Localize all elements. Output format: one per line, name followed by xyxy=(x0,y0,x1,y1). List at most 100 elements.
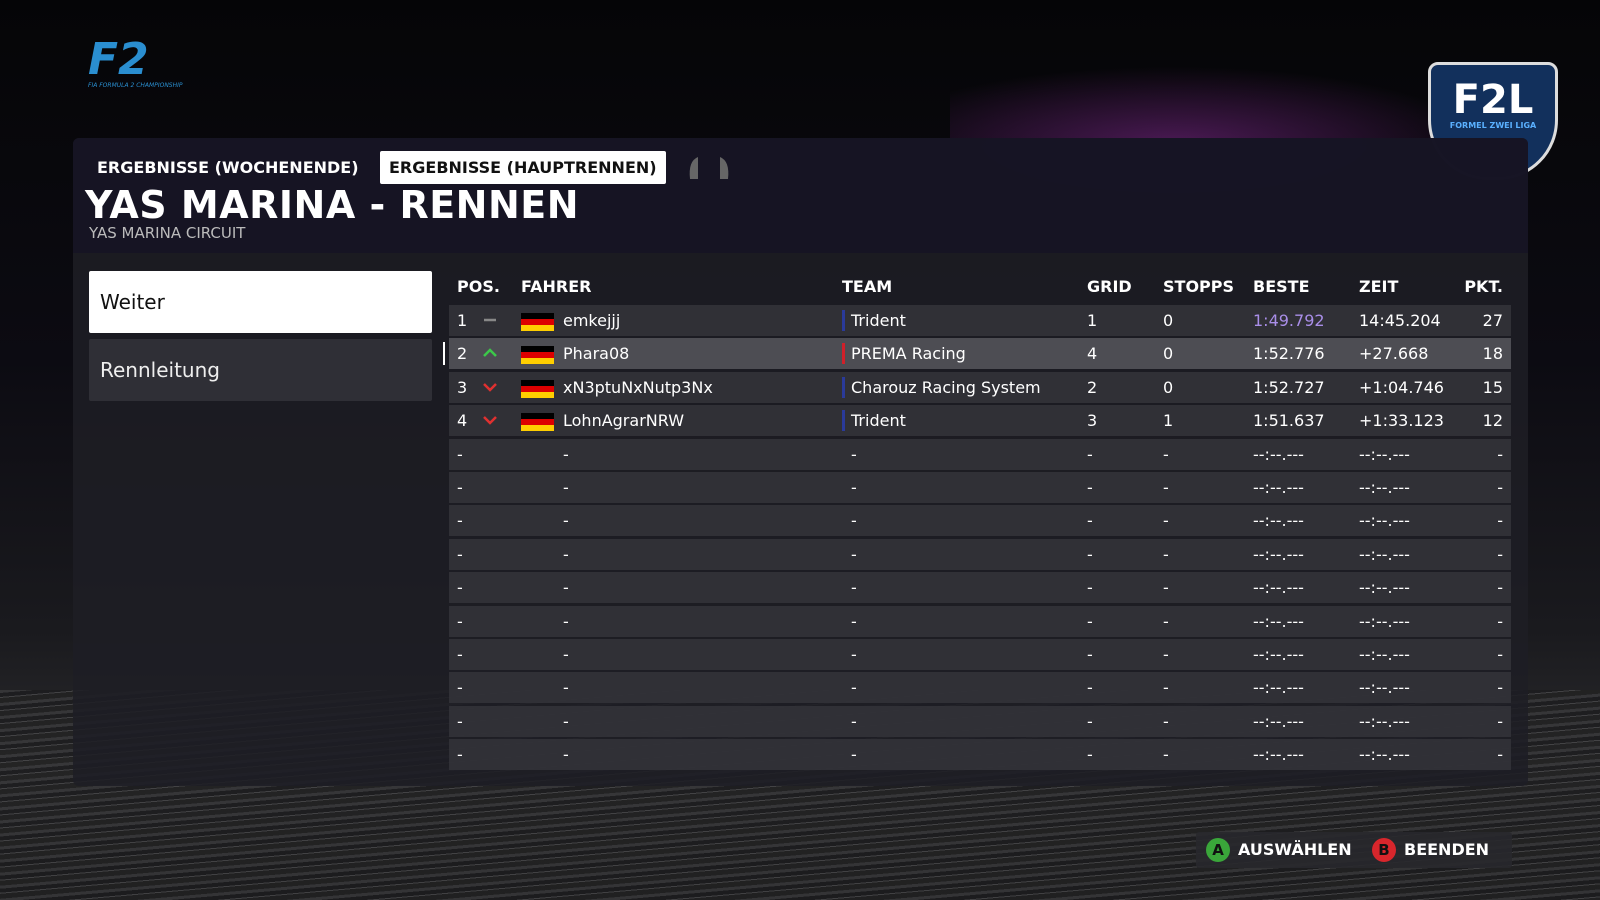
trend-icon xyxy=(484,318,496,322)
cell-grid: - xyxy=(1087,611,1093,631)
column-header: FAHRER xyxy=(521,277,592,296)
cell-time: --:--.--- xyxy=(1359,711,1410,731)
team-color-bar xyxy=(842,343,845,365)
menu-item[interactable]: Weiter xyxy=(89,271,432,333)
result-row[interactable]: - - - - - --:--.--- --:--.--- - xyxy=(449,472,1511,503)
cell-stops: - xyxy=(1163,711,1169,731)
cell-stops: - xyxy=(1163,478,1169,497)
cell-pts: 15 xyxy=(1482,377,1503,397)
cell-pos: 4 xyxy=(457,411,468,431)
cell-driver: Phara08 xyxy=(563,344,630,364)
league-logo-subtitle: FORMEL ZWEI LIGA xyxy=(1449,121,1537,130)
title: YAS MARINA - RENNEN xyxy=(85,183,580,227)
button-label[interactable]: AUSWÄHLEN xyxy=(1238,840,1352,859)
cell-pos: - xyxy=(457,645,463,664)
result-row[interactable]: - - - - - --:--.--- --:--.--- - xyxy=(449,438,1511,470)
cell-time: --:--.--- xyxy=(1359,745,1410,765)
cell-grid: - xyxy=(1087,444,1093,464)
column-header: ZEIT xyxy=(1359,277,1399,296)
cell-team: - xyxy=(851,478,857,497)
cell-driver: xN3ptuNxNutp3Nx xyxy=(563,377,713,397)
result-row[interactable]: 2 Phara08 PREMA Racing 4 0 1:52.776 +27.668 18 xyxy=(449,338,1511,370)
cell-team: - xyxy=(851,578,857,598)
button-key[interactable]: A xyxy=(1206,838,1230,862)
cell-team: - xyxy=(851,544,857,564)
cell-driver: - xyxy=(563,745,569,765)
cell-grid: 2 xyxy=(1087,377,1098,397)
cell-driver: LohnAgrarNRW xyxy=(563,411,685,431)
cell-team: - xyxy=(851,678,857,698)
result-row[interactable]: - - - - - --:--.--- --:--.--- - xyxy=(449,739,1511,771)
cell-driver: emkejjj xyxy=(563,311,621,330)
cell-time: --:--.--- xyxy=(1359,511,1410,531)
cell-time: --:--.--- xyxy=(1359,578,1410,598)
cell-best: --:--.--- xyxy=(1253,745,1304,765)
result-row[interactable]: - - - - - --:--.--- --:--.--- - xyxy=(449,538,1511,570)
flag xyxy=(521,379,554,398)
result-row[interactable]: - - - - - --:--.--- --:--.--- - xyxy=(449,505,1511,537)
cell-grid: 4 xyxy=(1087,344,1098,364)
cell-stops: - xyxy=(1163,511,1169,531)
result-row[interactable]: - - - - - --:--.--- --:--.--- - xyxy=(449,639,1511,670)
cell-team: - xyxy=(851,611,857,631)
cell-best: --:--.--- xyxy=(1253,578,1304,598)
cell-team: PREMA Racing xyxy=(851,344,966,364)
cell-best: --:--.--- xyxy=(1253,478,1304,497)
cell-team: - xyxy=(851,711,857,731)
cell-pos: - xyxy=(457,544,463,564)
cell-best: 1:52.776 xyxy=(1253,344,1325,364)
result-row[interactable]: 3 xN3ptuNxNutp3Nx Charouz Racing System 2 0 1… xyxy=(449,371,1511,403)
cell-pos: 3 xyxy=(457,377,468,397)
cell-time: 14:45.204 xyxy=(1359,311,1441,330)
cell-pts: - xyxy=(1497,745,1503,765)
tab[interactable]: ERGEBNISSE (WOCHENENDE) xyxy=(97,158,359,177)
cell-pts: - xyxy=(1497,444,1503,464)
result-row[interactable]: 1 emkejjj Trident 1 0 1:49.792 14:45.204 27 xyxy=(449,305,1511,336)
cell-best: --:--.--- xyxy=(1253,645,1304,664)
cell-best: --:--.--- xyxy=(1253,678,1304,698)
cell-pos: - xyxy=(457,611,463,631)
cell-pos: 2 xyxy=(457,344,468,364)
flag xyxy=(521,413,554,432)
result-row[interactable]: - - - - - --:--.--- --:--.--- - xyxy=(449,572,1511,604)
button-label[interactable]: BEENDEN xyxy=(1404,840,1490,859)
cell-driver: - xyxy=(563,544,569,564)
cell-stops: - xyxy=(1163,544,1169,564)
cell-team: Trident xyxy=(851,311,906,330)
button-key[interactable]: B xyxy=(1372,838,1396,862)
cell-grid: - xyxy=(1087,678,1093,698)
cell-time: +27.668 xyxy=(1359,344,1429,364)
cell-time: --:--.--- xyxy=(1359,611,1410,631)
cell-grid: 3 xyxy=(1087,411,1098,431)
result-row[interactable]: - - - - - --:--.--- --:--.--- - xyxy=(449,672,1511,704)
selection-marker xyxy=(443,342,445,366)
cell-best: --:--.--- xyxy=(1253,544,1304,564)
result-row[interactable]: 4 LohnAgrarNRW Trident 3 1 1:51.637 +1:33.123 1… xyxy=(449,405,1511,437)
result-row[interactable]: - - - - - --:--.--- --:--.--- - xyxy=(449,605,1511,637)
cell-driver: - xyxy=(563,611,569,631)
tab[interactable]: ERGEBNISSE (HAUPTRENNEN) xyxy=(380,151,666,184)
cell-best: 1:52.727 xyxy=(1253,377,1325,397)
cell-stops: - xyxy=(1163,645,1169,664)
cell-pts: 18 xyxy=(1482,344,1503,364)
logo-text: F2 xyxy=(88,34,149,85)
footer-bar: A AUSWÄHLEN B BEENDEN xyxy=(1196,832,1512,868)
cell-pts: - xyxy=(1497,611,1503,631)
cell-pts: - xyxy=(1497,711,1503,731)
menu-item[interactable]: Rennleitung xyxy=(89,339,432,401)
panel-header xyxy=(73,138,1528,253)
cell-stops: - xyxy=(1163,611,1169,631)
cell-driver: - xyxy=(563,645,569,664)
team-color-bar xyxy=(842,376,845,398)
cell-stops: - xyxy=(1163,678,1169,698)
flag xyxy=(521,313,554,331)
result-row[interactable]: - - - - - --:--.--- --:--.--- - xyxy=(449,705,1511,737)
cell-pts: - xyxy=(1497,678,1503,698)
cell-pts: - xyxy=(1497,544,1503,564)
cell-stops: 0 xyxy=(1163,377,1174,397)
column-header: GRID xyxy=(1087,277,1132,296)
cell-driver: - xyxy=(563,578,569,598)
trend-icon xyxy=(483,348,497,358)
cell-time: --:--.--- xyxy=(1359,444,1410,464)
